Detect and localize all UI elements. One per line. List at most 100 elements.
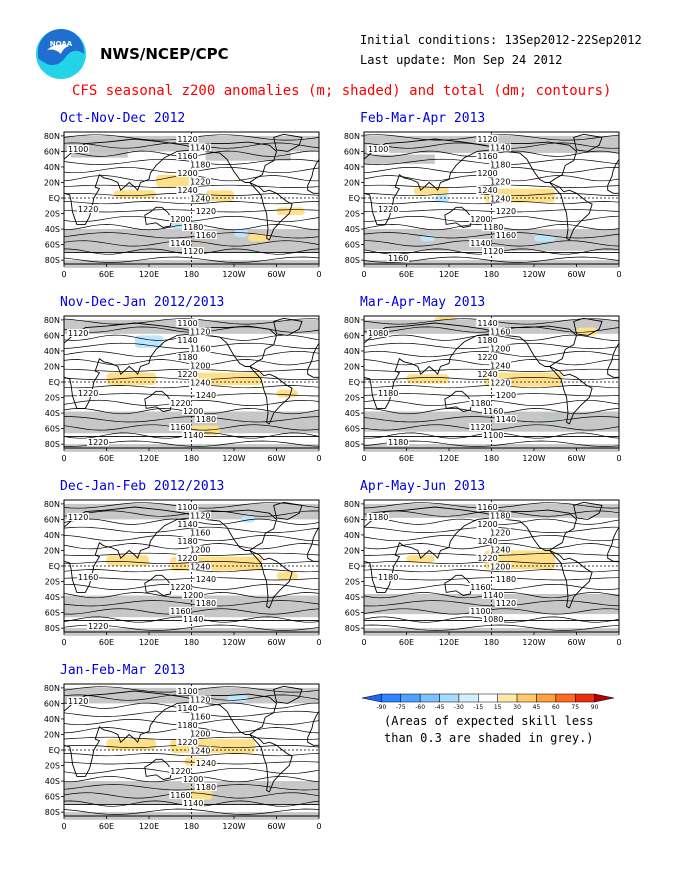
lat-tick-label: 20N bbox=[44, 730, 60, 739]
lon-tick-label: 60W bbox=[567, 454, 585, 463]
contour-label-bg bbox=[476, 370, 499, 378]
contour-label: 1200 bbox=[190, 730, 210, 739]
contour-label: 1200 bbox=[477, 520, 497, 529]
lat-tick-label: 60S bbox=[345, 241, 360, 250]
noaa-logo: NOAA bbox=[35, 28, 87, 80]
contour-label: 1240 bbox=[477, 370, 497, 379]
anomaly-map: 80N 60N 40N 20N EQ 20S 40S 60S 80S 0 60E 120E 180 120… bbox=[334, 128, 624, 284]
contour-label-bg bbox=[182, 591, 204, 599]
contour-label: 1240 bbox=[190, 563, 210, 572]
lon-tick-label: 120W bbox=[222, 454, 245, 463]
lat-tick-label: EQ bbox=[49, 746, 60, 755]
contour-label: 1200 bbox=[496, 391, 516, 400]
lon-tick-label: 180 bbox=[484, 454, 499, 463]
positive-anomaly bbox=[106, 555, 149, 566]
lon-tick-label: 0 bbox=[361, 270, 366, 279]
contour-label: 1120 bbox=[483, 247, 503, 256]
lon-tick-label: 60E bbox=[399, 454, 414, 463]
contour-label-bg bbox=[169, 215, 192, 223]
contour-label: 1100 bbox=[177, 503, 197, 512]
contour-label-bg bbox=[189, 528, 212, 537]
colorbar-swatch bbox=[574, 693, 595, 703]
colorbar-tick-label: 75 bbox=[571, 704, 579, 711]
contour-label-bg bbox=[367, 329, 389, 337]
lat-tick-label: 80S bbox=[45, 256, 60, 265]
contour-label: 1220 bbox=[177, 554, 197, 563]
contour-label: 1120 bbox=[68, 697, 88, 706]
lat-tick-label: 60N bbox=[44, 331, 60, 340]
lat-tick-label: 20N bbox=[344, 178, 360, 187]
lat-tick-label: 80N bbox=[44, 500, 60, 509]
contour-label: 1220 bbox=[88, 438, 108, 447]
colorbar-swatch bbox=[419, 693, 440, 703]
lat-tick-label: 80S bbox=[45, 440, 60, 449]
contour-label-bg bbox=[489, 344, 512, 353]
coastline bbox=[63, 506, 192, 593]
contour-label: 1080 bbox=[483, 615, 503, 624]
negative-anomaly bbox=[226, 695, 249, 702]
contour-label-bg bbox=[476, 353, 499, 361]
contour-label-bg bbox=[476, 336, 499, 344]
contour-line bbox=[63, 209, 320, 213]
contour-label-bg bbox=[482, 431, 504, 439]
colorbar: -90 -75 -60 -45 -30 -15 15 30 45 60 75 90 bbox=[352, 690, 632, 716]
contour-label-bg bbox=[189, 160, 212, 169]
contour-label-bg bbox=[476, 319, 499, 327]
lat-tick-label: 20S bbox=[345, 394, 360, 403]
svg-text:NOAA: NOAA bbox=[50, 40, 73, 48]
contour-label-bg bbox=[469, 607, 492, 615]
contour-label-bg bbox=[494, 415, 517, 423]
contour-label: 1140 bbox=[183, 615, 203, 624]
initial-conditions: Initial conditions: 13Sep2012-22Sep2012 bbox=[360, 33, 642, 47]
contour-label-bg bbox=[194, 759, 217, 767]
lat-tick-label: 40S bbox=[345, 593, 360, 602]
contour-label-bg bbox=[87, 438, 109, 446]
contour-label-bg bbox=[176, 336, 199, 344]
skill-note: (Areas of expected skill less bbox=[384, 714, 594, 728]
lon-tick-label: 0 bbox=[316, 822, 321, 831]
contour-label-bg bbox=[189, 327, 212, 336]
lat-tick-label: 20N bbox=[344, 362, 360, 371]
lat-tick-label: 80N bbox=[44, 684, 60, 693]
lat-tick-label: 40S bbox=[45, 225, 60, 234]
positive-anomaly bbox=[106, 372, 157, 386]
colorbar-swatch bbox=[536, 693, 557, 703]
contour-label: 1180 bbox=[183, 223, 203, 232]
positive-anomaly bbox=[156, 174, 192, 188]
contour-label: 1160 bbox=[470, 583, 490, 592]
contour-label-bg bbox=[494, 575, 517, 583]
lat-tick-label: 20N bbox=[44, 178, 60, 187]
positive-anomaly bbox=[276, 572, 298, 580]
contour-label: 1140 bbox=[477, 319, 497, 328]
colorbar-swatch bbox=[458, 693, 479, 703]
lon-tick-label: 60W bbox=[267, 454, 285, 463]
contour-label: 1160 bbox=[196, 231, 216, 240]
contour-label-bg bbox=[489, 160, 512, 169]
contour-label-bg bbox=[194, 575, 217, 583]
contour-label-bg bbox=[169, 607, 192, 615]
coastline bbox=[63, 690, 192, 777]
contour-label: 1160 bbox=[483, 407, 503, 416]
coastline bbox=[197, 509, 278, 551]
contour-label-bg bbox=[469, 239, 492, 247]
contour-label: 1160 bbox=[477, 503, 497, 512]
contour-label-bg bbox=[176, 738, 199, 746]
lon-tick-label: 180 bbox=[484, 270, 499, 279]
contour-label: 1220 bbox=[177, 370, 197, 379]
contour-label-bg bbox=[476, 554, 499, 562]
contour-label-bg bbox=[176, 704, 199, 712]
lon-tick-label: 180 bbox=[484, 638, 499, 647]
lon-tick-label: 120E bbox=[139, 822, 159, 831]
contour-label-bg bbox=[367, 513, 389, 521]
contour-label-bg bbox=[469, 423, 492, 431]
lat-tick-label: 80S bbox=[345, 440, 360, 449]
lat-tick-label: 40N bbox=[44, 531, 60, 540]
panel-title: Feb-Mar-Apr 2013 bbox=[360, 111, 486, 126]
contour-label: 1160 bbox=[490, 328, 510, 337]
colorbar-swatch bbox=[381, 693, 402, 703]
panel-title: Nov-Dec-Jan 2012/2013 bbox=[60, 295, 225, 310]
positive-anomaly bbox=[276, 207, 305, 216]
colorbar-tick-label: -75 bbox=[396, 704, 406, 711]
contour-label-bg bbox=[489, 528, 512, 537]
